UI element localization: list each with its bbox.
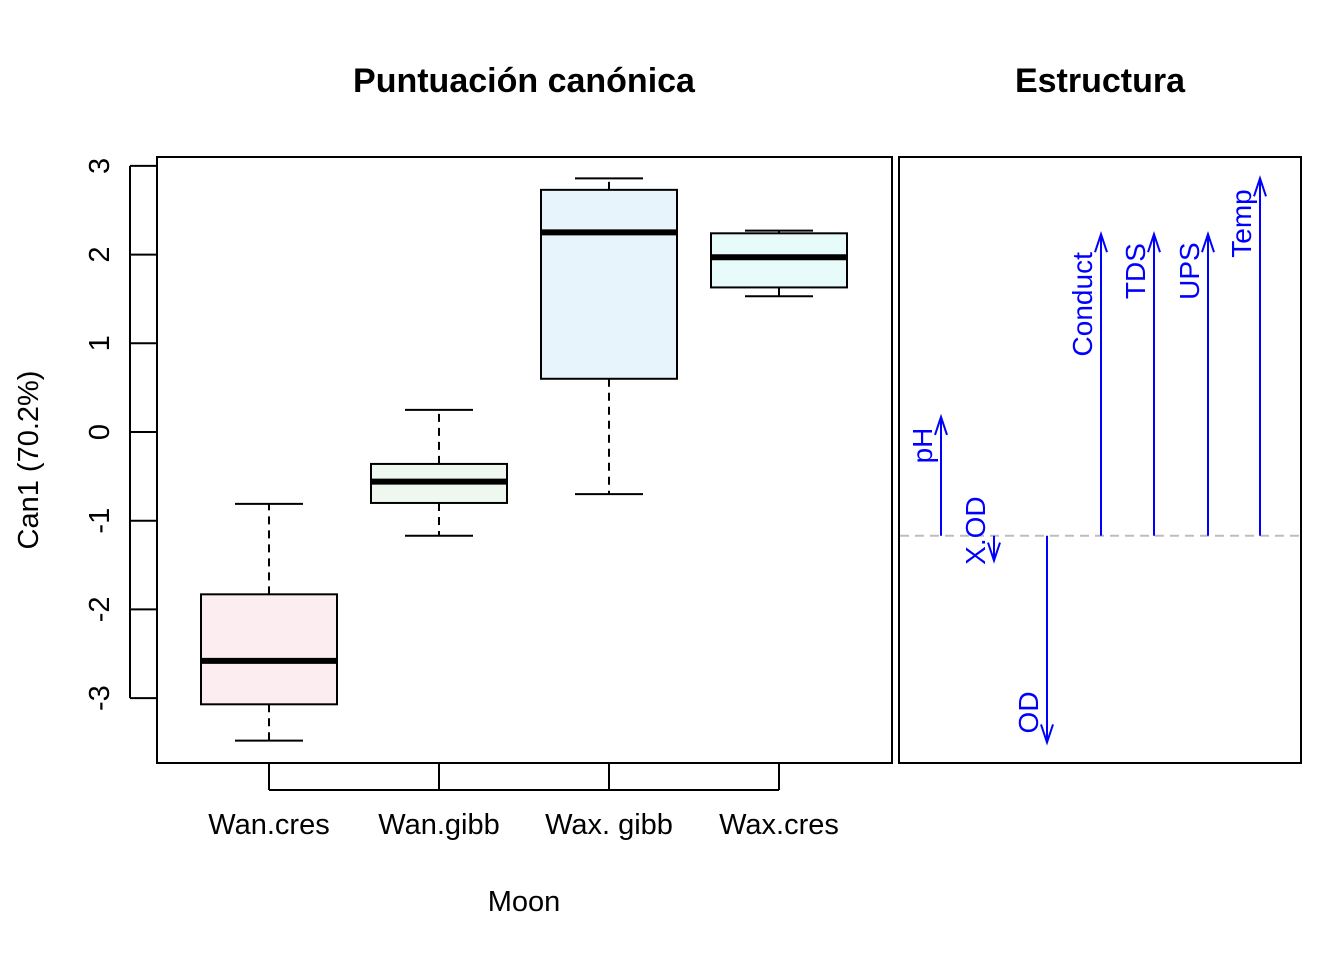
boxplot-title: Puntuación canónica xyxy=(353,62,696,100)
arrow-head xyxy=(1094,231,1108,253)
structure-title: Estructura xyxy=(1015,62,1186,100)
iqr-box xyxy=(710,232,848,289)
arrow-label: X.OD xyxy=(960,496,991,564)
arrow-head xyxy=(1040,724,1054,746)
structure-marks: pH X.OD OD Conduct TDS UPS Temp xyxy=(900,175,1300,746)
y-axis: -3 -2 -1 0 1 2 3 xyxy=(84,158,157,711)
arrow-head xyxy=(1253,175,1267,197)
x-axis: Wan.cres Wan.gibb Wax. gibb Wax.cres xyxy=(208,763,839,841)
y-tick-label: 1 xyxy=(84,335,116,351)
arrow-label: OD xyxy=(1013,691,1044,733)
y-tick-label: 2 xyxy=(84,247,116,263)
arrow-label: TDS xyxy=(1120,243,1151,299)
arrow-head xyxy=(1147,231,1161,253)
iqr-box xyxy=(200,593,338,706)
box-wan-cres xyxy=(200,502,338,742)
y-axis-title: Can1 (70.2%) xyxy=(13,371,45,550)
arrow-ph: pH xyxy=(907,413,948,536)
arrow-label: Temp xyxy=(1226,189,1257,257)
y-tick-label: -1 xyxy=(84,508,116,534)
x-tick-label: Wax.cres xyxy=(719,809,839,841)
arrow-label: UPS xyxy=(1174,242,1205,300)
x-tick-label: Wan.cres xyxy=(208,809,329,841)
box-wax-cres xyxy=(710,229,848,298)
boxplot-marks xyxy=(200,177,848,742)
arrow-od: OD xyxy=(1013,535,1054,746)
x-tick-label: Wan.gibb xyxy=(378,809,499,841)
arrow-ups: UPS xyxy=(1174,231,1215,536)
arrow-tds: TDS xyxy=(1120,231,1161,536)
x-axis-title: Moon xyxy=(488,886,561,918)
y-tick-label: 3 xyxy=(84,158,116,174)
arrow-head xyxy=(1201,231,1215,253)
box-wax-gibb xyxy=(540,177,678,496)
boxplot-frame xyxy=(156,156,893,764)
arrow-label: pH xyxy=(907,428,938,464)
y-tick-label: -2 xyxy=(84,597,116,623)
arrow-label: Conduct xyxy=(1067,252,1098,357)
y-tick-label: -3 xyxy=(84,685,116,711)
arrow-head xyxy=(987,542,1001,564)
iqr-box xyxy=(540,188,678,380)
structure-frame xyxy=(898,156,1302,764)
box-wan-gibb xyxy=(370,408,508,537)
x-tick-label: Wax. gibb xyxy=(545,809,673,841)
arrow-temp: Temp xyxy=(1226,175,1267,536)
arrow-conduct: Conduct xyxy=(1067,231,1108,536)
y-tick-label: 0 xyxy=(84,424,116,440)
arrow-x-od: X.OD xyxy=(960,496,1001,565)
arrow-head xyxy=(934,413,948,436)
